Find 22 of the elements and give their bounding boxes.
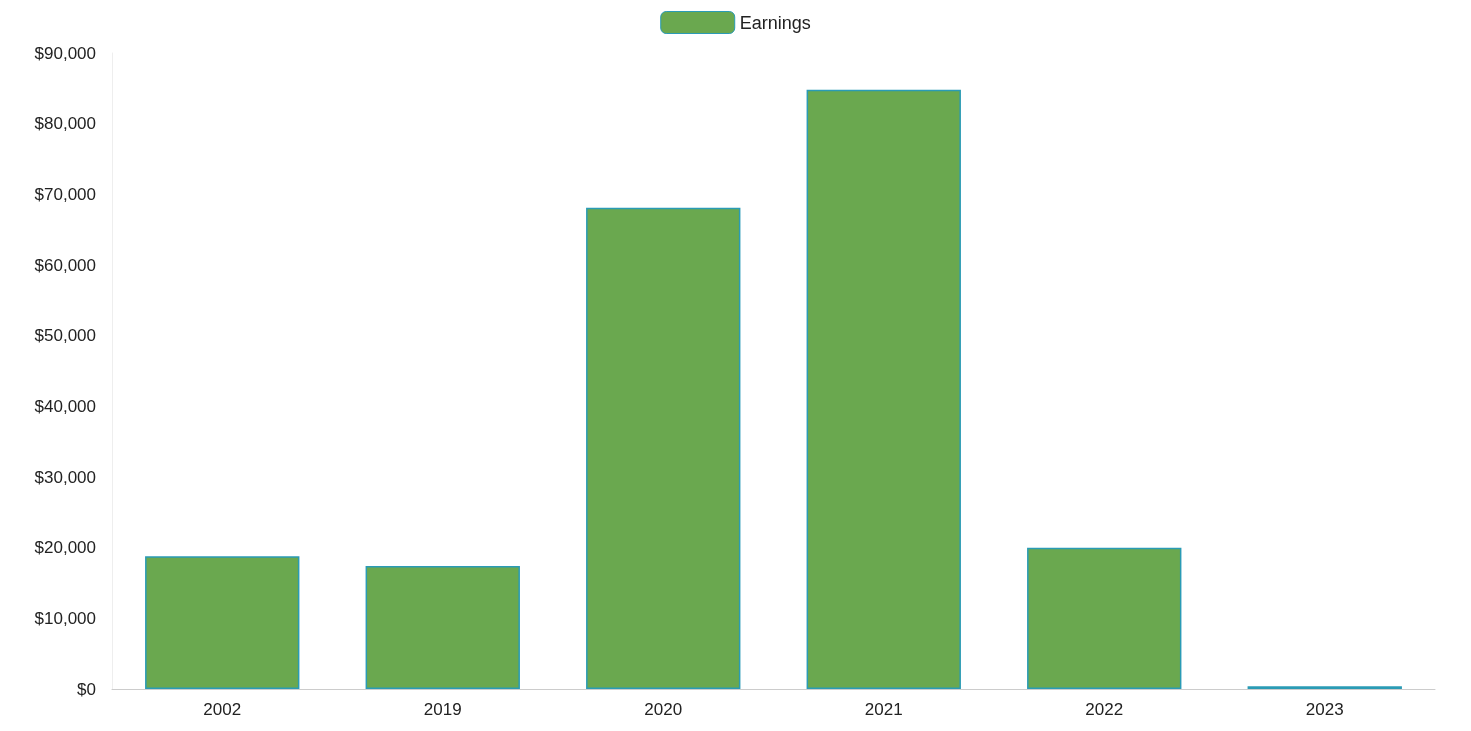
y-tick-label: $50,000 bbox=[34, 326, 96, 346]
y-tick-label: $70,000 bbox=[34, 184, 96, 204]
x-tick-label: 2019 bbox=[423, 700, 462, 719]
bar bbox=[806, 89, 961, 689]
x-tick-label: 2002 bbox=[203, 700, 242, 719]
x-tick-label: 2022 bbox=[1085, 700, 1124, 719]
bar bbox=[145, 556, 300, 689]
x-tick-label: 2023 bbox=[1305, 700, 1344, 719]
x-tick-label: 2020 bbox=[644, 700, 683, 719]
bar bbox=[586, 207, 741, 689]
y-tick-label: $20,000 bbox=[34, 538, 96, 558]
y-tick-label: $30,000 bbox=[34, 467, 96, 487]
y-tick-label: $80,000 bbox=[34, 114, 96, 134]
y-tick-label: $0 bbox=[77, 679, 96, 699]
x-tick-label: 2021 bbox=[864, 700, 903, 719]
y-tick-label: $10,000 bbox=[34, 608, 96, 628]
y-tick-label: $40,000 bbox=[34, 396, 96, 416]
y-tick-label: $60,000 bbox=[34, 255, 96, 275]
legend-label: Earnings bbox=[739, 12, 811, 33]
y-tick-label: $90,000 bbox=[34, 43, 96, 63]
bar bbox=[365, 566, 520, 689]
bar bbox=[1027, 547, 1182, 689]
